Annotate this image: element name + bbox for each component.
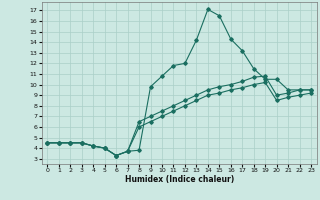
X-axis label: Humidex (Indice chaleur): Humidex (Indice chaleur) [124,175,234,184]
